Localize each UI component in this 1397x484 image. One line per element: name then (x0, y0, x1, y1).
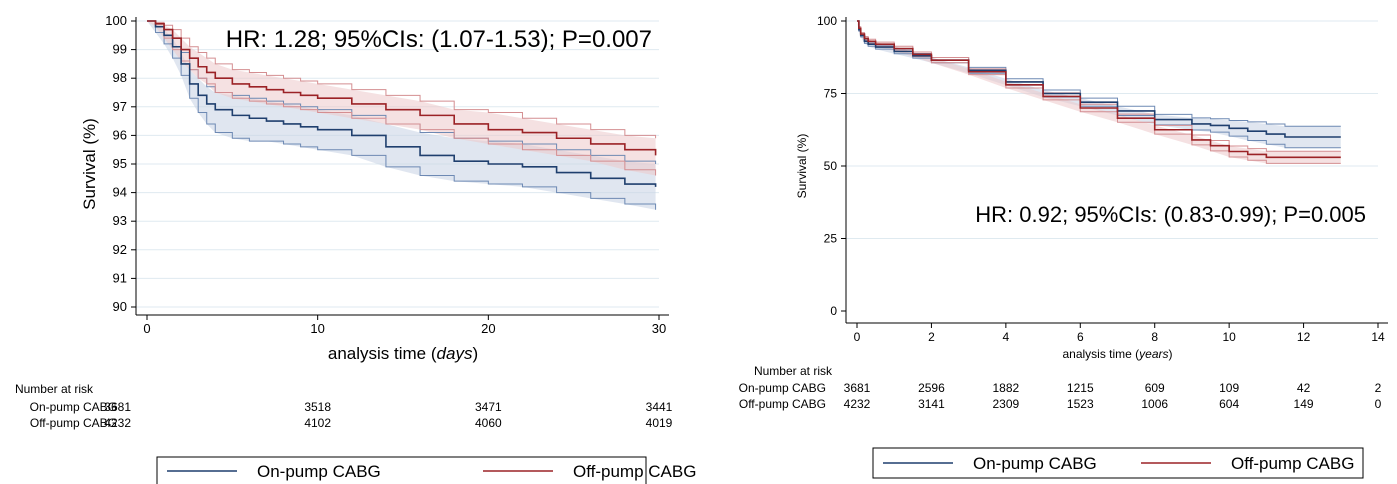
y-tick-label: 90 (113, 299, 127, 314)
y-axis-label: Survival (%) (795, 134, 809, 199)
y-tick-label: 100 (817, 14, 837, 28)
risk-table-cell: 1215 (1067, 381, 1094, 395)
ci-band-on-pump (857, 21, 1341, 148)
x-tick-label: 0 (143, 321, 150, 336)
y-tick-label: 95 (113, 156, 127, 171)
ci-band-on-pump (147, 21, 656, 210)
risk-table-cell: 1523 (1067, 397, 1094, 411)
x-tick-label: 4 (1003, 330, 1010, 344)
legend-box (872, 447, 1364, 479)
x-axis-label-close: ) (472, 344, 478, 363)
risk-table-cell: 609 (1145, 381, 1165, 395)
survival-line-off-pump (857, 20, 1341, 159)
x-tick-label: 12 (1297, 330, 1311, 344)
x-axis-label: analysis time (years) (1062, 347, 1172, 361)
x-axis-label-space: ( (1132, 347, 1139, 361)
risk-table-cell: 3681 (844, 381, 871, 395)
x-axis-label-close: ) (1169, 347, 1173, 361)
y-tick-label: 98 (113, 70, 127, 85)
risk-table-cell: 3141 (918, 397, 945, 411)
risk-table-heading: Number at risk (15, 382, 94, 396)
risk-table-cell: 2596 (918, 381, 945, 395)
hazard-ratio-annotation: HR: 0.92; 95%CIs: (0.83-0.99); P=0.005 (975, 202, 1366, 227)
risk-table-cell: 3441 (646, 400, 673, 414)
risk-table-cell: 0 (1375, 397, 1382, 411)
y-tick-label: 93 (113, 213, 127, 228)
risk-table-row-label: Off-pump CABG (30, 416, 117, 430)
panel-left-days: 90 91 92 93 94 95 96 97 98 99 100 0 10 20 30 HR: 1.28; … (15, 13, 696, 484)
x-axis-label-space: ( (426, 344, 437, 363)
risk-table-cell: 2 (1375, 381, 1382, 395)
risk-table-cell: 4232 (104, 416, 131, 430)
ci-band-off-pump (147, 21, 656, 176)
risk-table-cell: 109 (1219, 381, 1239, 395)
y-tick-label: 100 (105, 13, 127, 28)
y-tick-label: 0 (830, 304, 837, 318)
risk-table-cell: 4232 (844, 397, 871, 411)
risk-table-cell: 1882 (993, 381, 1020, 395)
x-axis-label-unit: days (437, 344, 473, 363)
risk-table-cell: 4060 (475, 416, 502, 430)
y-tick-label: 91 (113, 270, 127, 285)
x-axis-label-text: analysis time (1062, 347, 1132, 361)
x-tick-label: 8 (1151, 330, 1158, 344)
risk-table-cell: 4019 (646, 416, 673, 430)
y-tick-label: 50 (824, 159, 838, 173)
risk-table-cell: 4102 (304, 416, 331, 430)
x-axis-label-unit: years (1138, 347, 1168, 361)
risk-table-cell: 604 (1219, 397, 1239, 411)
risk-table-cell: 3518 (304, 400, 331, 414)
legend-box (156, 456, 647, 484)
x-tick-label: 0 (854, 330, 861, 344)
x-tick-label: 6 (1077, 330, 1084, 344)
y-tick-label: 94 (113, 185, 127, 200)
risk-table-row-label: On-pump CABG (30, 400, 117, 414)
y-axis-label: Survival (%) (80, 118, 99, 210)
y-tick-label: 97 (113, 99, 127, 114)
ci-lower-on-pump (147, 20, 657, 210)
x-axis-label: analysis time (days) (328, 344, 478, 363)
risk-table-cell: 149 (1294, 397, 1314, 411)
legend-label-off-pump: Off-pump CABG (573, 462, 696, 481)
survival-line-off-pump (147, 20, 657, 156)
y-tick-label: 92 (113, 242, 127, 257)
x-tick-label: 10 (310, 321, 324, 336)
x-tick-label: 10 (1222, 330, 1236, 344)
x-tick-label: 2 (928, 330, 935, 344)
legend-label-on-pump: On-pump CABG (257, 462, 381, 481)
y-tick-label: 25 (824, 232, 838, 246)
risk-table-cell: 1006 (1141, 397, 1168, 411)
risk-table-row-label: On-pump CABG (739, 381, 826, 395)
x-tick-label: 14 (1371, 330, 1385, 344)
y-tick-label: 75 (824, 87, 838, 101)
y-tick-label: 99 (113, 42, 127, 57)
hazard-ratio-annotation: HR: 1.28; 95%CIs: (1.07-1.53); P=0.007 (226, 26, 652, 53)
risk-table-heading: Number at risk (754, 364, 833, 378)
survival-line-on-pump (147, 20, 657, 187)
risk-table-cell: 3471 (475, 400, 502, 414)
x-axis-label-text: analysis time (328, 344, 426, 363)
x-tick-label: 30 (652, 321, 666, 336)
x-tick-label: 20 (481, 321, 495, 336)
legend-label-on-pump: On-pump CABG (973, 454, 1097, 473)
risk-table-cell: 3681 (104, 400, 131, 414)
legend-label-off-pump: Off-pump CABG (1231, 454, 1354, 473)
y-tick-label: 96 (113, 127, 127, 142)
panel-right-years: 0 25 50 75 100 0 2 4 6 8 10 12 14 HR: 0.92; 95%CIs: (… (739, 14, 1388, 479)
survival-line-on-pump (857, 20, 1341, 138)
risk-table-row-label: Off-pump CABG (739, 397, 826, 411)
risk-table-cell: 42 (1297, 381, 1311, 395)
risk-table-cell: 2309 (993, 397, 1020, 411)
